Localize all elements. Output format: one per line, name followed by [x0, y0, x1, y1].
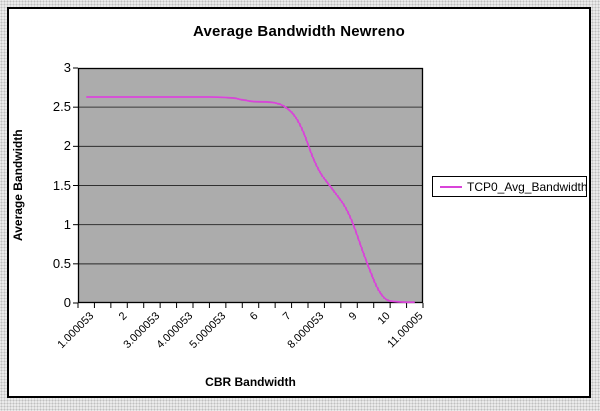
y-tick-label: 1	[63, 216, 71, 232]
chart-title: Average Bandwidth Newreno	[193, 23, 405, 40]
x-axis-title: CBR Bandwidth	[205, 375, 296, 389]
plot-area	[73, 67, 424, 308]
y-tick-label: 2.5	[52, 99, 71, 115]
y-tick-label: 0.5	[52, 255, 71, 271]
y-tick-label: 0	[63, 295, 71, 310]
series-line	[86, 96, 415, 304]
legend-line-sample	[440, 185, 462, 188]
x-tick-label: 1.000053	[55, 310, 97, 351]
legend: TCP0_Avg_Bandwidth	[432, 176, 588, 197]
x-tick-label: 2	[116, 310, 130, 323]
line-chart-svg	[73, 67, 424, 308]
y-tick-label: 3	[63, 60, 71, 75]
y-tick-label: 1.5	[52, 177, 71, 193]
y-tick-label: 2	[63, 138, 71, 154]
x-tick-label: 9	[346, 310, 360, 323]
chart-area[interactable]: Average Bandwidth Newreno Average Bandwi…	[7, 7, 591, 398]
x-tick-label: 10	[375, 310, 393, 328]
x-tick-label: 6	[248, 310, 261, 323]
plot-border	[77, 67, 424, 304]
legend-series-label: TCP0_Avg_Bandwidth	[467, 179, 588, 194]
x-tick-label: 7	[281, 310, 294, 323]
